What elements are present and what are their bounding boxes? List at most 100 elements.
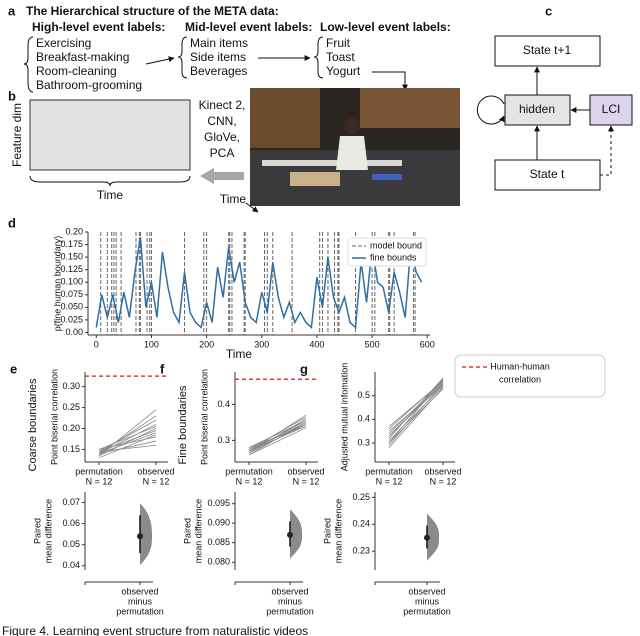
axis-label: p(fine human boundary) — [52, 236, 62, 332]
mean-difference — [287, 531, 293, 538]
axis-label: Point biserial correlation — [199, 369, 209, 465]
paired-line — [98, 426, 157, 450]
x-tick-label: 400 — [309, 339, 324, 349]
y-tick-label: 0.075 — [60, 289, 83, 299]
x-tick-label: observed — [271, 586, 308, 596]
x-tick-label: N = 12 — [236, 476, 263, 486]
x-tick-label: N = 12 — [86, 476, 113, 486]
paired-line — [98, 436, 157, 450]
axis-label: Paired — [182, 518, 192, 544]
panel-label: g — [300, 361, 308, 376]
x-tick-label: permutation — [225, 466, 273, 476]
event-label: Bathroom-grooming — [36, 78, 142, 92]
y-tick-label: 0.25 — [352, 492, 370, 502]
caption: Figure 4. Learning event structure from … — [2, 624, 308, 636]
y-tick-label: 0.085 — [207, 537, 230, 547]
axis-label: mean difference — [193, 499, 203, 563]
y-tick-label: 0.125 — [60, 264, 83, 274]
x-tick-label: permutation — [116, 606, 164, 616]
event-label: Breakfast-making — [36, 50, 129, 64]
axis-label: Adjusted mutual infomation — [339, 363, 349, 472]
y-tick-label: 0.4 — [217, 399, 230, 409]
node-label: hidden — [519, 102, 555, 116]
axis-label: Time — [220, 192, 247, 206]
y-tick-label: 0.5 — [357, 390, 370, 400]
bootstrap-distribution — [290, 509, 302, 559]
method: PCA — [210, 146, 235, 160]
column-heading: Low-level event labels: — [320, 20, 451, 34]
column-heading: Mid-level event labels: — [185, 20, 312, 34]
paired-line — [98, 440, 157, 455]
legend-label: Human-human — [490, 361, 550, 371]
axis-label: Feature dim — [10, 103, 24, 167]
paired-line — [388, 383, 444, 446]
legend-box — [454, 354, 606, 398]
legend-label: fine bounds — [370, 252, 417, 262]
x-tick-label: permutation — [75, 466, 123, 476]
paired-line — [248, 425, 307, 448]
x-tick-label: observed — [287, 466, 324, 476]
side-title: Fine boundaries — [177, 385, 189, 464]
node-label: State t+1 — [523, 43, 572, 57]
event-label: Yogurt — [326, 64, 361, 78]
y-tick-label: 0.175 — [60, 239, 83, 249]
x-tick-label: permutation — [403, 606, 451, 616]
x-tick-label: 500 — [365, 339, 380, 349]
x-tick-label: minus — [128, 596, 153, 606]
legend-box — [347, 237, 427, 267]
paired-line — [98, 419, 157, 452]
y-tick-label: 0.4 — [357, 414, 370, 424]
axis-label: Paired — [32, 518, 42, 544]
feature-matrix — [29, 99, 191, 171]
y-tick-label: 0.095 — [207, 498, 230, 508]
y-tick-label: 0.20 — [62, 423, 80, 433]
mean-difference — [424, 534, 430, 541]
x-tick-label: observed — [424, 466, 461, 476]
panel-label: f — [160, 361, 165, 376]
y-tick-label: 0.30 — [62, 381, 80, 391]
y-tick-label: 0.3 — [357, 437, 370, 447]
y-tick-label: 0.3 — [217, 435, 230, 445]
x-tick-label: 300 — [254, 339, 269, 349]
event-label: Exercising — [36, 36, 91, 50]
event-label: Beverages — [190, 64, 247, 78]
x-tick-label: 600 — [420, 339, 435, 349]
x-tick-label: permutation — [365, 466, 413, 476]
paired-line — [248, 425, 307, 452]
panel-label: b — [8, 88, 16, 103]
x-tick-label: 0 — [94, 339, 99, 349]
x-tick-label: 100 — [144, 339, 159, 349]
x-tick-label: observed — [137, 466, 174, 476]
side-title: Coarse boundaries — [27, 378, 39, 471]
y-tick-label: 0.050 — [60, 302, 83, 312]
paired-line — [388, 385, 444, 441]
event-label: Room-cleaning — [36, 64, 117, 78]
graph — [476, 35, 633, 191]
bootstrap-distribution — [140, 503, 152, 566]
x-tick-label: observed — [408, 586, 445, 596]
braces — [23, 36, 408, 93]
x-tick-label: minus — [415, 596, 440, 606]
y-tick-label: 0.07 — [62, 497, 80, 507]
y-tick-label: 0.06 — [62, 518, 80, 528]
method: GloVe, — [204, 130, 240, 144]
axis-label: mean difference — [333, 499, 343, 563]
y-tick-label: 0.20 — [65, 226, 83, 236]
x-tick-label: N = 12 — [293, 476, 320, 486]
y-tick-label: 0.150 — [60, 251, 83, 261]
y-tick-label: 0.15 — [62, 444, 80, 454]
x-tick-label: N = 12 — [430, 476, 457, 486]
paired-line — [388, 381, 444, 427]
y-tick-label: 0.00 — [65, 327, 83, 337]
event-label: Side items — [190, 50, 246, 64]
x-tick-label: 200 — [199, 339, 214, 349]
method: Kinect 2, — [199, 98, 246, 112]
paired-line — [388, 383, 444, 437]
column-heading: High-level event labels: — [32, 20, 165, 34]
panel-label: c — [545, 3, 552, 18]
legend-label: model bound — [370, 240, 422, 250]
paired-line — [388, 379, 444, 430]
y-tick-label: 0.25 — [62, 402, 80, 412]
arrow — [245, 202, 259, 213]
